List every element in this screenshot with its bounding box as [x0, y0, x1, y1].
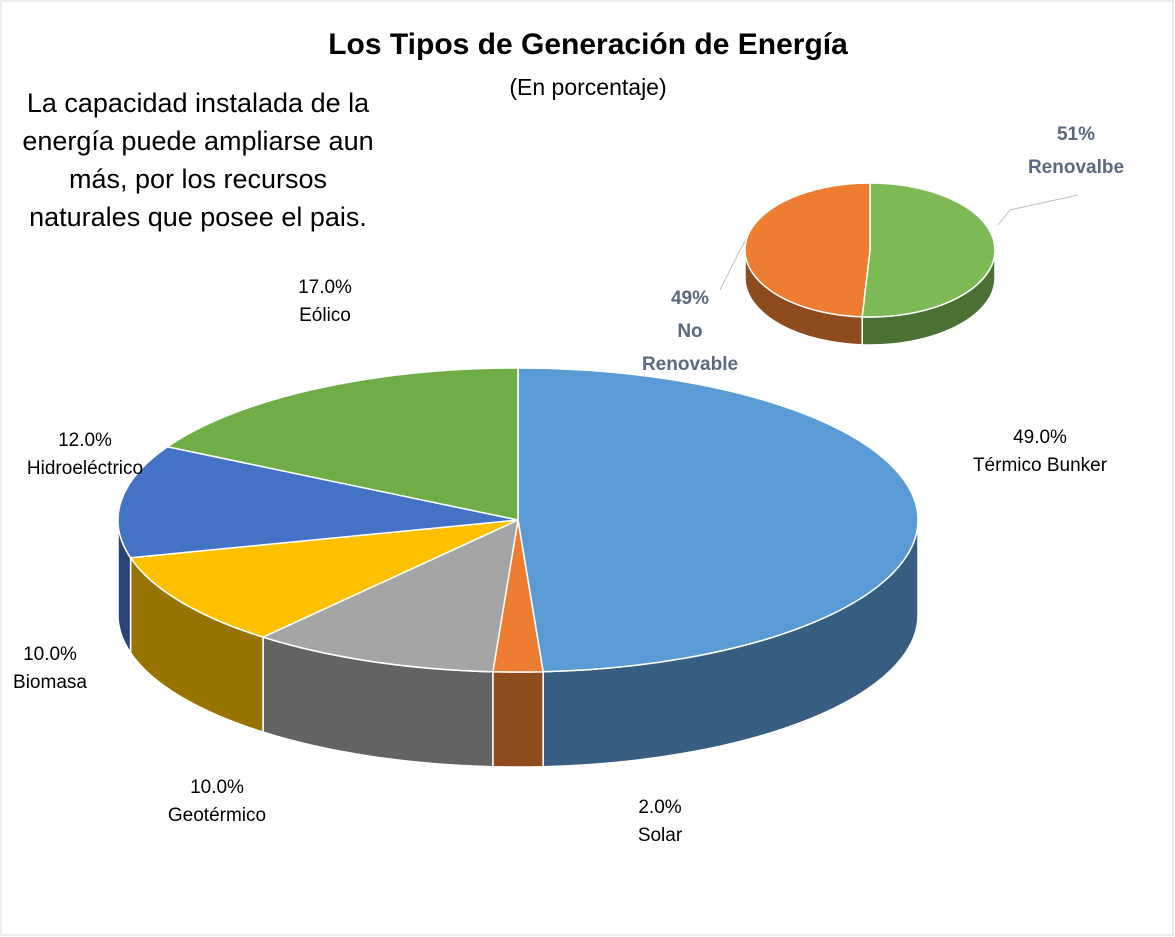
slice: [165, 367, 519, 521]
pies: 49.0% Térmico Bunker 2.0% Solar 10.0% Geotérm…: [13, 182, 1108, 846]
slice: [744, 182, 871, 346]
slice: [129, 519, 519, 734]
category-label: Solar: [638, 825, 683, 846]
slice: [260, 518, 519, 768]
value-label: 12.0%: [58, 430, 112, 451]
slice-top: [744, 182, 871, 318]
category-label: Renovalbe: [1027, 157, 1125, 178]
annotation: La capacidad instalada de la energía pue…: [22, 88, 374, 232]
value-label: 10.0%: [190, 777, 244, 798]
leader-line: [997, 194, 1079, 226]
slice-side: [492, 670, 544, 768]
slice: [861, 182, 996, 346]
leader-line: [719, 235, 749, 291]
value-label: 2.0%: [638, 797, 681, 818]
chart-subtitle: (En porcentaje): [509, 74, 666, 100]
category-label: No Renovable: [641, 321, 739, 375]
slice-top: [129, 519, 519, 638]
slice-top: [861, 182, 996, 318]
chart-title: Los Tipos de Generación de Energía: [328, 28, 848, 61]
slice-top: [517, 367, 919, 673]
value-label: 49.0%: [1013, 427, 1067, 448]
category-label: Térmico Bunker: [973, 455, 1108, 476]
category-label: Eólico: [299, 305, 351, 326]
category-label: Hidroeléctrico: [27, 458, 143, 479]
slice: [117, 445, 519, 656]
slice-top: [117, 445, 519, 559]
value-label: 17.0%: [298, 277, 352, 298]
slice-top: [260, 518, 519, 673]
category-label: Biomasa: [13, 672, 87, 693]
value-label: 10.0%: [23, 644, 77, 665]
category-label: Geotérmico: [168, 805, 266, 826]
slice-top: [165, 367, 519, 521]
value-label: 51%: [1056, 124, 1096, 145]
value-label: 49%: [670, 288, 710, 309]
